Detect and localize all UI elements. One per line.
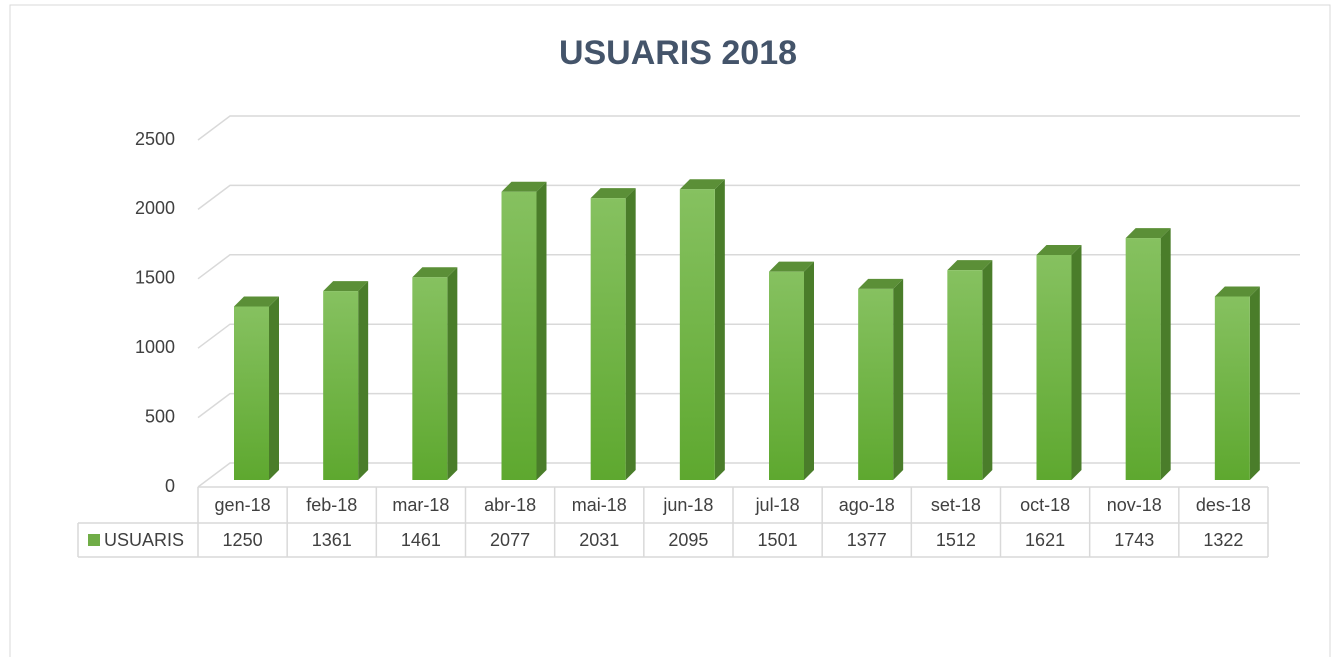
bar-top (501, 181, 547, 192)
bar (501, 191, 537, 480)
bar-side (625, 188, 636, 480)
bar-side (714, 179, 725, 481)
bar-top (590, 188, 636, 199)
grid-line (197, 392, 1300, 419)
bar-side (804, 261, 814, 480)
grid-line (197, 184, 1300, 210)
bar-side (1249, 286, 1260, 480)
bar-top (234, 296, 279, 307)
bar-side (1160, 228, 1171, 480)
y-tick-label: 500 (145, 406, 175, 426)
bar (1125, 238, 1161, 480)
x-tick-label: ago-18 (839, 495, 895, 515)
bar-side (893, 278, 904, 480)
table-value: 1512 (936, 530, 976, 550)
y-tick-label: 1000 (135, 337, 175, 357)
bar (412, 277, 448, 480)
grid-line (197, 462, 1300, 488)
bar-top (858, 278, 904, 289)
table-value: 1461 (401, 530, 441, 550)
table-value: 2031 (579, 530, 619, 550)
x-tick-label: gen-18 (215, 495, 271, 515)
y-tick-label: 0 (165, 476, 175, 496)
bar (323, 291, 359, 480)
bar-side (536, 181, 547, 480)
x-tick-label: jun-18 (662, 495, 713, 515)
x-tick-label: oct-18 (1020, 495, 1070, 515)
bar (769, 271, 804, 480)
bar-top (947, 260, 993, 271)
y-tick-label: 1500 (135, 268, 175, 288)
x-tick-label: set-18 (931, 495, 981, 515)
table-value: 1250 (223, 530, 263, 550)
bar-top (1214, 286, 1260, 297)
chart-title: USUARIS 2018 (559, 34, 797, 72)
bar-top (412, 267, 458, 278)
table-value: 1621 (1025, 530, 1065, 550)
bar-side (1071, 245, 1082, 480)
table-value: 1322 (1203, 530, 1243, 550)
bar-top (323, 281, 369, 292)
bar (858, 288, 894, 480)
bar-side (358, 281, 369, 480)
bar (679, 189, 715, 481)
y-tick-label: 2500 (135, 129, 175, 149)
grid-line (197, 323, 1300, 349)
bar-side (447, 267, 458, 480)
x-tick-label: jul-18 (755, 495, 800, 515)
legend-swatch (88, 534, 100, 546)
table-value: 2095 (668, 530, 708, 550)
legend-label: USUARIS (104, 530, 184, 550)
bar-side (269, 296, 279, 480)
x-tick-label: mai-18 (572, 495, 627, 515)
table-value: 1501 (758, 530, 798, 550)
grid-line (197, 115, 1300, 141)
bar (1036, 255, 1072, 480)
bar (947, 270, 983, 480)
x-tick-label: feb-18 (306, 495, 357, 515)
bar (234, 306, 269, 480)
x-tick-label: abr-18 (484, 495, 536, 515)
bar (1214, 296, 1250, 480)
chart-border (9, 4, 1331, 657)
bar-top (1036, 245, 1082, 256)
x-tick-label: des-18 (1196, 495, 1251, 515)
x-tick-label: nov-18 (1107, 495, 1162, 515)
bar-side (982, 260, 993, 480)
bar-top (769, 261, 814, 272)
x-tick-label: mar-18 (392, 495, 449, 515)
table-value: 1361 (312, 530, 352, 550)
grid-line (197, 254, 1300, 280)
table-value: 2077 (490, 530, 530, 550)
table-value: 1377 (847, 530, 887, 550)
table-value: 1743 (1114, 530, 1154, 550)
bar (590, 198, 626, 480)
bar-top (1125, 228, 1171, 239)
y-tick-label: 2000 (135, 198, 175, 218)
bar-top (679, 179, 725, 190)
